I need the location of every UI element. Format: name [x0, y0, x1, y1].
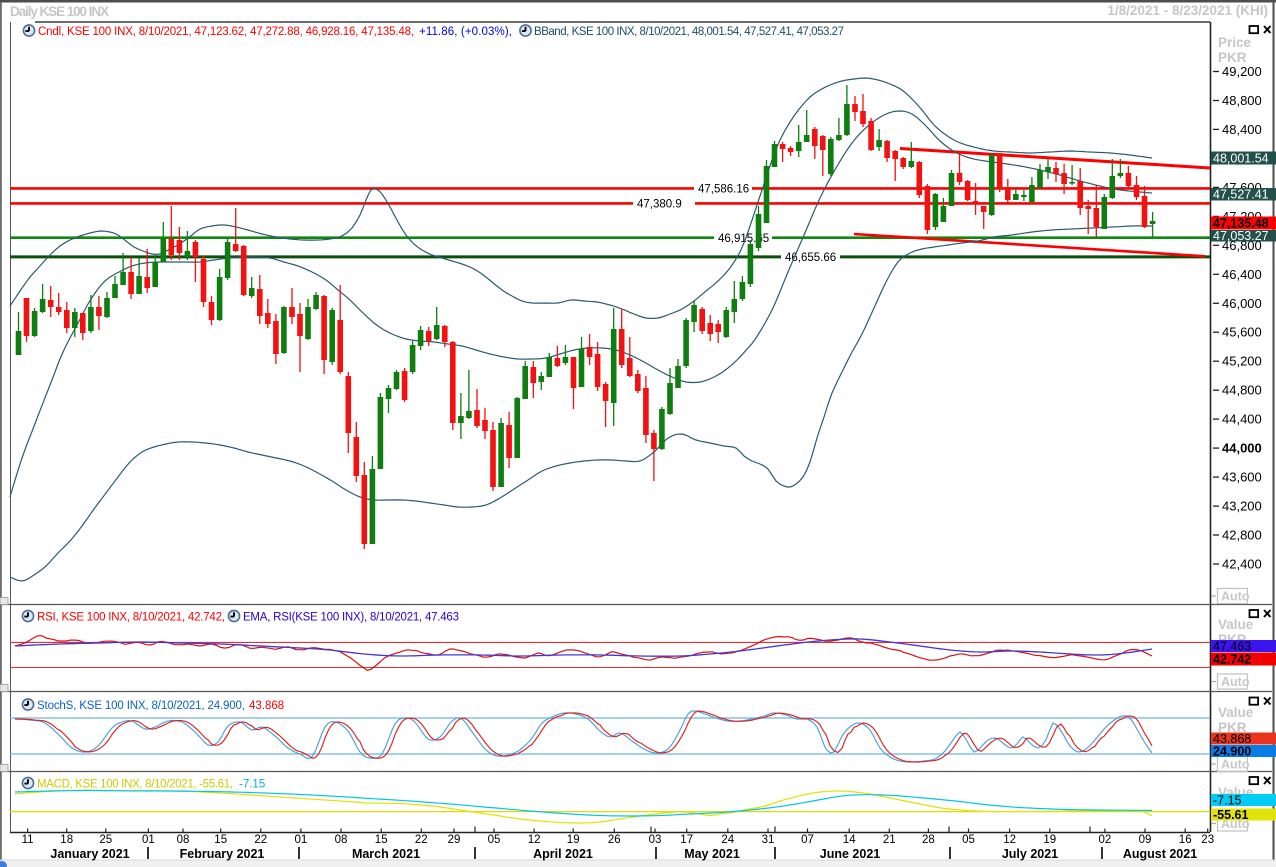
svg-text:43.868: 43.868 — [1213, 732, 1251, 746]
svg-text:+11.86, (+0.03%),: +11.86, (+0.03%), — [419, 26, 512, 38]
svg-text:July 2021: July 2021 — [1002, 847, 1058, 861]
svg-text:48,001.54: 48,001.54 — [1213, 151, 1269, 165]
svg-text:22: 22 — [415, 834, 428, 846]
svg-text:12: 12 — [528, 834, 541, 846]
svg-text:46,000: 46,000 — [1222, 296, 1262, 311]
svg-text:42,800: 42,800 — [1222, 528, 1262, 543]
svg-text:49,200: 49,200 — [1222, 64, 1262, 79]
svg-text:47,527.41: 47,527.41 — [1213, 188, 1269, 202]
svg-text:24: 24 — [721, 834, 734, 846]
svg-text:BBand, KSE 100 INX, 8/10/2021,: BBand, KSE 100 INX, 8/10/2021, 48,001.54… — [534, 26, 844, 38]
svg-text:26: 26 — [608, 834, 621, 846]
svg-text:07: 07 — [801, 834, 814, 846]
svg-text:StochS, KSE 100 INX, 8/10/2021: StochS, KSE 100 INX, 8/10/2021, 24.900, — [37, 700, 245, 712]
svg-text:19: 19 — [567, 834, 580, 846]
svg-text:18: 18 — [60, 834, 73, 846]
svg-text:January 2021: January 2021 — [50, 847, 129, 861]
svg-text:42,400: 42,400 — [1222, 557, 1262, 572]
svg-text:44,400: 44,400 — [1222, 412, 1262, 427]
svg-text:August 2021: August 2021 — [1123, 847, 1197, 861]
svg-text:11: 11 — [22, 834, 34, 846]
svg-text:Value: Value — [1218, 705, 1254, 720]
svg-text:08: 08 — [177, 834, 190, 846]
svg-text:05: 05 — [488, 834, 501, 846]
svg-text:08: 08 — [335, 834, 348, 846]
svg-text:May 2021: May 2021 — [684, 847, 740, 861]
svg-text:-7.15: -7.15 — [1213, 793, 1242, 807]
svg-text:Cndl, KSE 100 INX, 8/10/2021,: Cndl, KSE 100 INX, 8/10/2021, 47,123.62,… — [38, 26, 414, 38]
svg-text:February 2021: February 2021 — [180, 847, 265, 861]
svg-text:RSI, KSE 100 INX, 8/10/2021, 4: RSI, KSE 100 INX, 8/10/2021, 42.742, — [37, 612, 225, 624]
svg-text:Auto: Auto — [1221, 590, 1250, 604]
svg-text:47,380.9: 47,380.9 — [637, 199, 682, 211]
svg-text:1/8/2021 - 8/23/2021 (KHI): 1/8/2021 - 8/23/2021 (KHI) — [1107, 3, 1268, 18]
svg-text:09: 09 — [1139, 834, 1152, 846]
svg-text:43,600: 43,600 — [1222, 470, 1262, 485]
svg-text:45,200: 45,200 — [1222, 354, 1262, 369]
svg-text:44,800: 44,800 — [1222, 383, 1262, 398]
svg-text:45,600: 45,600 — [1222, 325, 1262, 340]
svg-text:29: 29 — [448, 834, 461, 846]
svg-text:31: 31 — [762, 834, 775, 846]
svg-text:14: 14 — [843, 834, 856, 846]
svg-text:19: 19 — [1043, 834, 1056, 846]
svg-text:48,400: 48,400 — [1222, 122, 1262, 137]
svg-text:Daily KSE 100 INX: Daily KSE 100 INX — [10, 4, 109, 19]
svg-text:43,200: 43,200 — [1222, 499, 1262, 514]
svg-text:PKR: PKR — [1218, 50, 1247, 65]
svg-text:47,053.27: 47,053.27 — [1213, 229, 1269, 243]
svg-text:EMA, RSI(KSE 100 INX), 8/10/20: EMA, RSI(KSE 100 INX), 8/10/2021, 47.463 — [243, 612, 459, 624]
svg-text:25: 25 — [99, 834, 112, 846]
svg-text:17: 17 — [680, 834, 693, 846]
svg-text:03: 03 — [649, 834, 662, 846]
svg-text:05: 05 — [962, 834, 975, 846]
svg-text:12: 12 — [1003, 834, 1016, 846]
svg-text:-55.61: -55.61 — [1213, 808, 1248, 822]
svg-text:47,586.16: 47,586.16 — [698, 184, 749, 196]
svg-text:43.868: 43.868 — [249, 700, 284, 712]
svg-text:April 2021: April 2021 — [533, 847, 593, 861]
svg-text:Price: Price — [1218, 35, 1252, 50]
svg-text:-7.15: -7.15 — [239, 779, 265, 791]
svg-text:15: 15 — [214, 834, 227, 846]
svg-text:46,400: 46,400 — [1222, 267, 1262, 282]
svg-text:44,000: 44,000 — [1222, 441, 1262, 456]
svg-text:24.900: 24.900 — [1213, 744, 1251, 758]
svg-text:46,800: 46,800 — [1222, 238, 1262, 253]
svg-text:02: 02 — [1099, 834, 1112, 846]
svg-text:46,655.66: 46,655.66 — [785, 252, 836, 264]
svg-text:Value: Value — [1218, 617, 1254, 632]
svg-text:01: 01 — [295, 834, 308, 846]
svg-text:42.742: 42.742 — [1213, 652, 1251, 666]
svg-text:16: 16 — [1179, 834, 1192, 846]
svg-text:PKR: PKR — [1218, 720, 1247, 735]
svg-text:48,800: 48,800 — [1222, 93, 1262, 108]
svg-text:Auto: Auto — [1221, 675, 1250, 689]
svg-text:MACD, KSE 100 INX, 8/10/2021,: MACD, KSE 100 INX, 8/10/2021, -55.61, — [37, 779, 233, 791]
svg-text:March 2021: March 2021 — [352, 847, 420, 861]
svg-text:28: 28 — [922, 834, 935, 846]
svg-text:47.463: 47.463 — [1213, 639, 1251, 653]
svg-text:47,135.48: 47,135.48 — [1213, 216, 1269, 230]
svg-text:15: 15 — [375, 834, 388, 846]
svg-text:01: 01 — [142, 834, 155, 846]
svg-text:21: 21 — [883, 834, 896, 846]
svg-text:Auto: Auto — [1221, 758, 1250, 772]
svg-text:22: 22 — [254, 834, 267, 846]
svg-text:June 2021: June 2021 — [820, 847, 881, 861]
svg-text:23: 23 — [1201, 834, 1214, 846]
